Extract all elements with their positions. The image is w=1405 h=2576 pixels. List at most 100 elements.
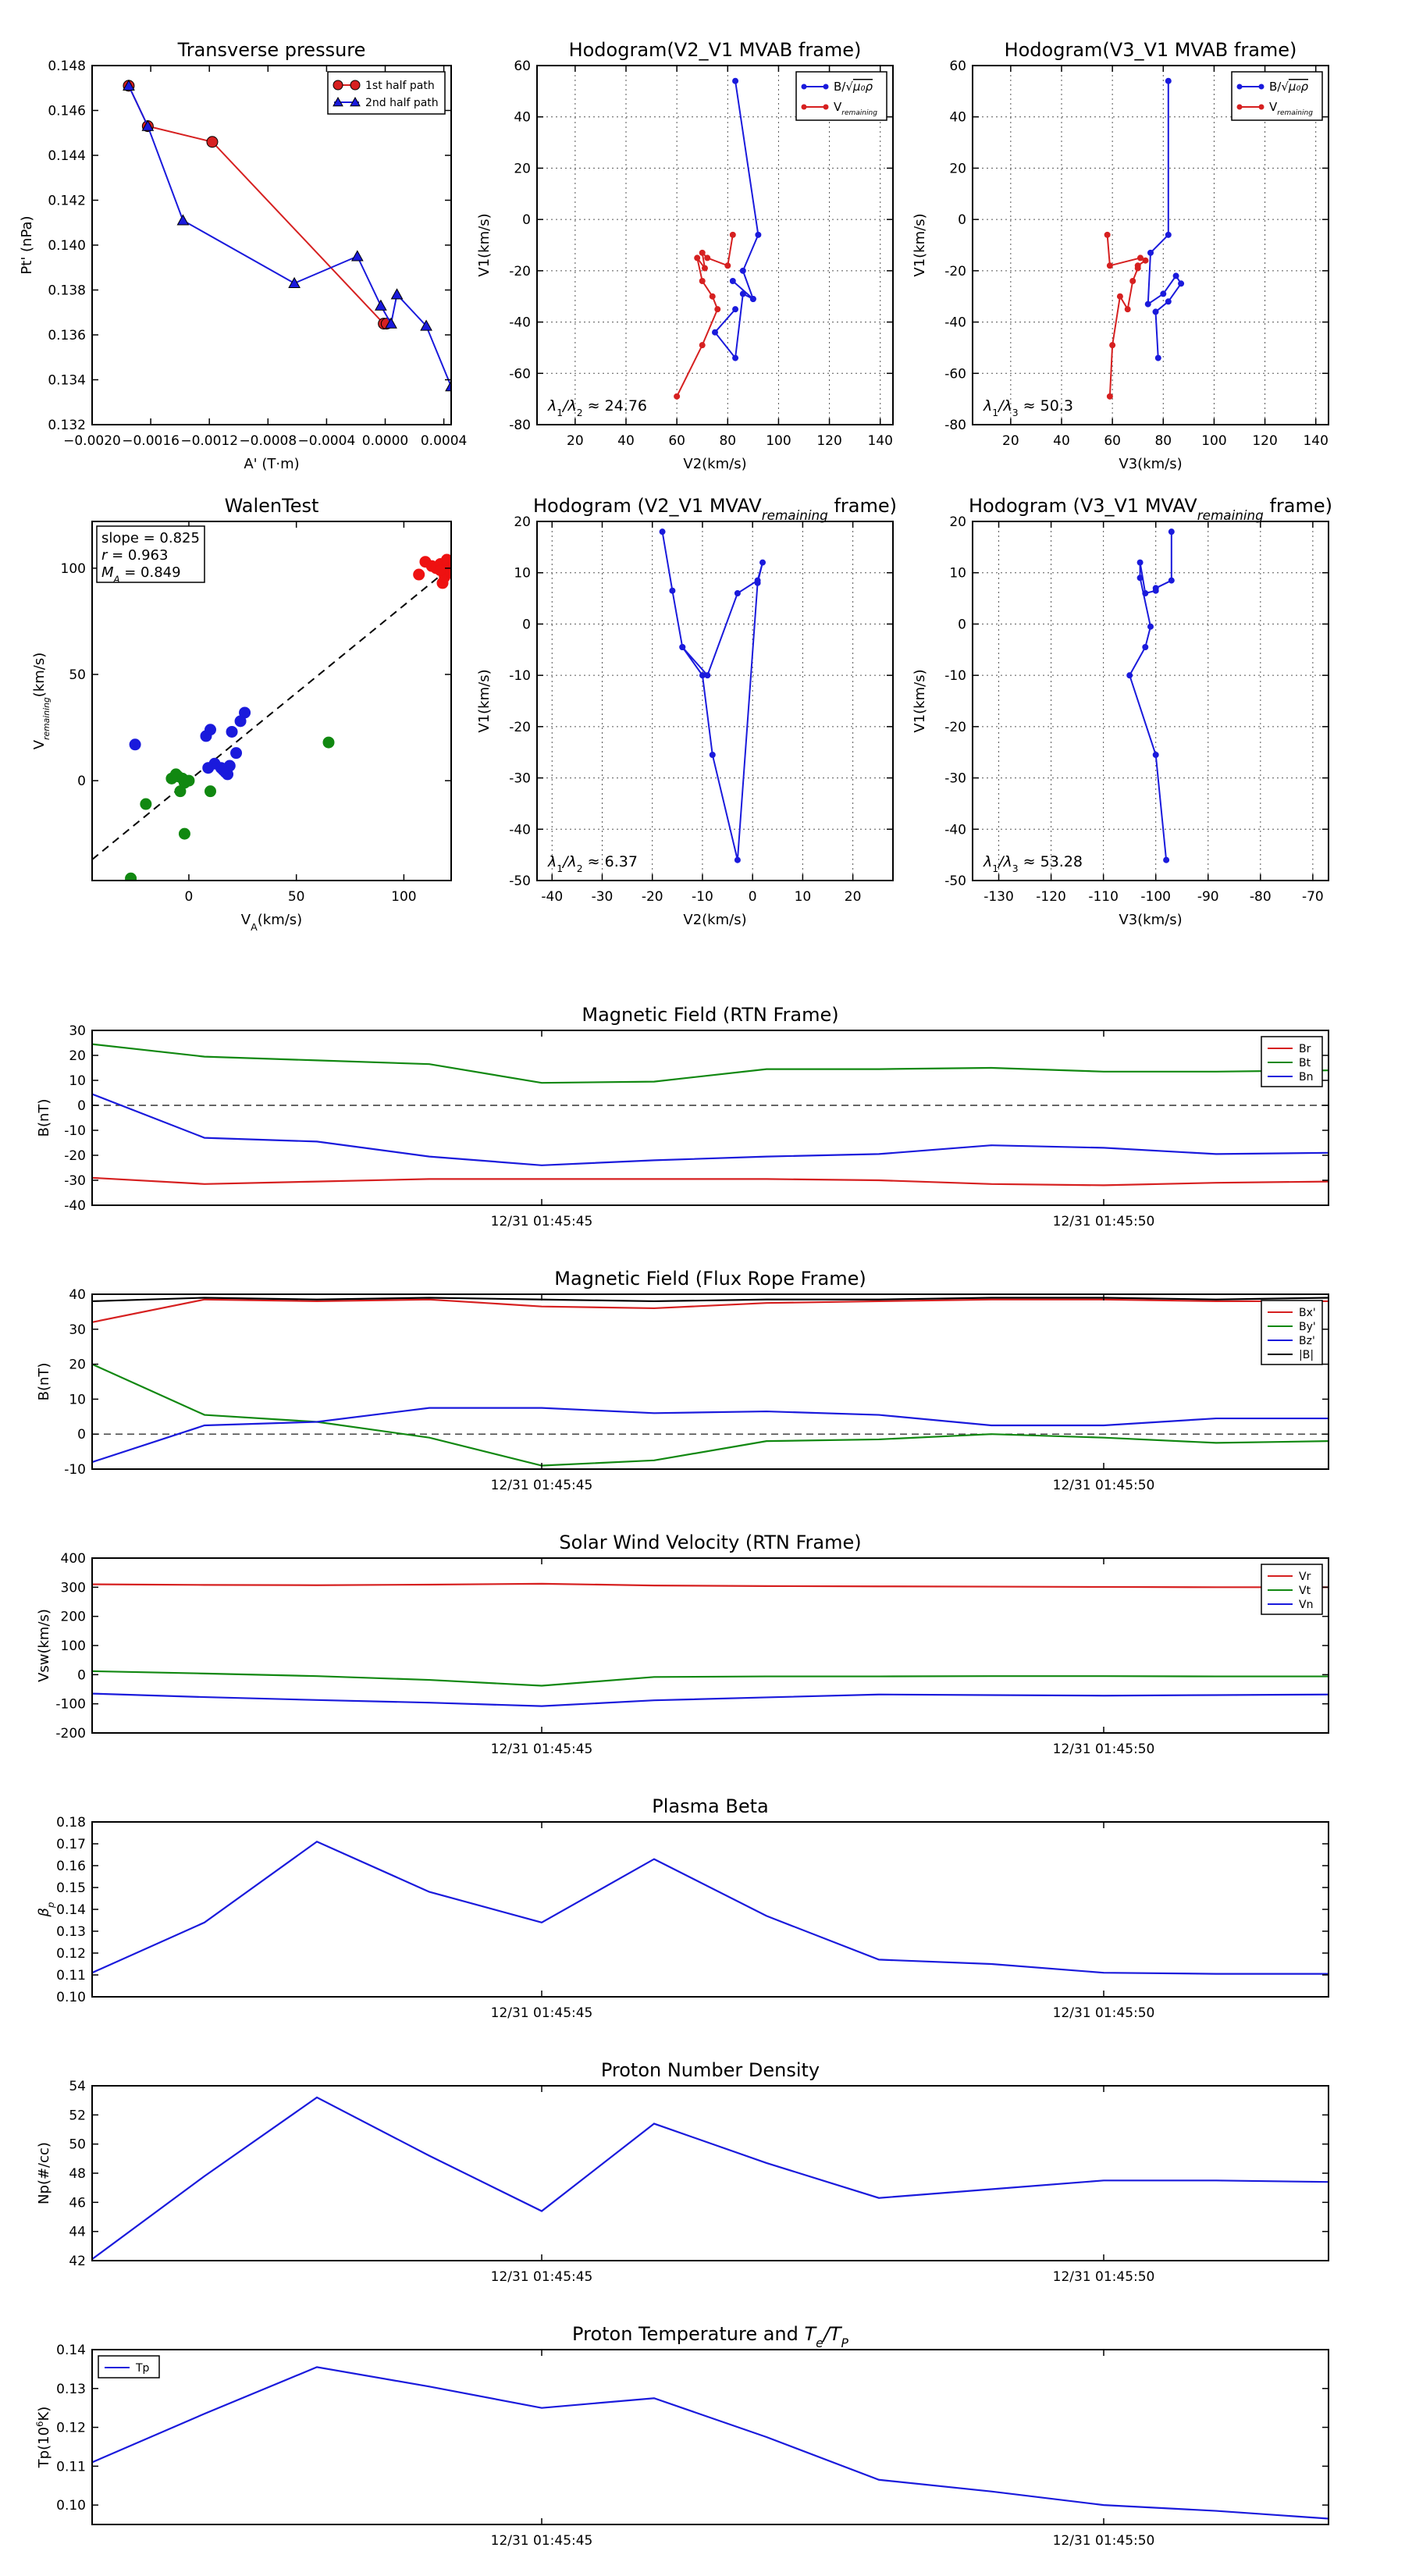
data-point <box>445 380 451 392</box>
x-tick-label: 12/31 01:45:50 <box>1053 2269 1155 2285</box>
legend: 1st half path 2nd half path <box>327 71 446 115</box>
data-point <box>699 249 706 256</box>
y-tick-label: 60 <box>514 59 531 74</box>
series-b-0- <box>712 77 762 361</box>
series-vn <box>92 1692 1329 1707</box>
x-tick-label: −0.0004 <box>298 433 356 449</box>
y-axis-label: B(nT) <box>36 1099 52 1137</box>
chart-title: Plasma Beta <box>652 1795 768 1817</box>
series-line <box>1129 532 1172 860</box>
chart-title: Proton Number Density <box>601 2059 820 2081</box>
data-point <box>1142 257 1149 264</box>
data-point <box>759 559 767 566</box>
series-path <box>659 528 767 863</box>
chart-temperature: 12/31 01:45:45 12/31 01:45:50 0.10 0.11 0.12… <box>34 2323 1329 2549</box>
x-tick-label: 140 <box>867 433 892 449</box>
y-tick-label: 0.136 <box>48 328 86 343</box>
series-line <box>92 1670 1329 1687</box>
eigenvalue-ratio: λ1/λ2 ≈ 24.76 <box>547 397 647 418</box>
data-point <box>176 214 190 226</box>
y-tick-label: 42 <box>69 2254 86 2269</box>
chart-bfield_fr: 12/31 01:45:45 12/31 01:45:50 -10 0 10 20 30 40… <box>36 1268 1329 1493</box>
data-point <box>239 706 251 719</box>
series-tp <box>92 2366 1329 2520</box>
series-by- <box>92 1363 1329 1467</box>
y-tick-label: 40 <box>949 110 966 126</box>
series-bt <box>92 1043 1329 1084</box>
data-point <box>1116 293 1123 300</box>
series-vt <box>92 1670 1329 1687</box>
x-tick-label: 20 <box>1002 433 1019 449</box>
series-2nd-half-path <box>123 79 451 392</box>
series-line <box>661 531 763 860</box>
data-point <box>669 587 676 594</box>
x-axis-label: VA(km/s) <box>241 912 302 933</box>
data-point <box>217 763 229 776</box>
y-tick-label: -10 <box>509 668 531 684</box>
series-line <box>92 1043 1329 1084</box>
y-axis-label: V1(km/s) <box>476 669 493 732</box>
y-tick-label: 10 <box>69 1392 86 1407</box>
data-point <box>1165 231 1172 238</box>
y-tick-label: 200 <box>61 1610 86 1625</box>
chart-hodo_v3_mvab: 20 40 60 80 100 120 140 -80 -60 -40 -20 0 20 40 60 Hodo… <box>912 39 1329 472</box>
chart-hodo_v3_mvav: -130 -120 -110 -100 -90 -80 -70-50-40-30-20-10… <box>912 495 1332 928</box>
chart-title: Solar Wind Velocity (RTN Frame) <box>559 1532 861 1553</box>
y-tick-label: 0 <box>958 617 966 632</box>
data-point <box>1165 77 1172 84</box>
data-point <box>445 566 451 578</box>
series-line <box>128 85 451 387</box>
y-tick-label: 0.146 <box>48 104 86 119</box>
y-tick-label: 0.138 <box>48 283 86 299</box>
series--b- <box>92 1297 1329 1303</box>
y-tick-label: 50 <box>69 667 86 683</box>
y-tick-label: 0.14 <box>56 2343 86 2358</box>
series-line <box>92 1840 1329 1975</box>
x-tick-label: 100 <box>1201 433 1226 449</box>
data-point <box>1152 752 1159 758</box>
y-tick-label: 50 <box>69 2137 86 2153</box>
y-tick-label: -80 <box>509 418 531 433</box>
y-tick-label: 0.16 <box>56 1859 86 1874</box>
data-point <box>704 254 711 262</box>
y-tick-label: 0.12 <box>56 2421 86 2436</box>
data-point <box>699 342 706 349</box>
y-tick-label: 0 <box>522 212 531 228</box>
y-tick-label: -20 <box>64 1148 86 1164</box>
x-tick-label: 12/31 01:45:50 <box>1053 1478 1155 1493</box>
y-tick-label: -20 <box>944 264 966 279</box>
data-point <box>659 528 666 535</box>
y-tick-label: 10 <box>69 1073 86 1089</box>
chart-bfield_rtn: 12/31 01:45:45 12/31 01:45:50 -40 -30 -20 -10… <box>36 1004 1329 1229</box>
data-point <box>734 590 741 596</box>
data-point <box>709 293 716 300</box>
data-point <box>141 119 155 131</box>
data-point <box>694 254 701 262</box>
data-point <box>204 785 216 798</box>
series-path <box>1126 528 1175 863</box>
series-line <box>92 1297 1329 1303</box>
data-point <box>739 290 746 297</box>
data-point <box>674 393 681 400</box>
axes-frame <box>91 65 452 425</box>
data-point <box>434 564 446 577</box>
data-point <box>1178 280 1185 287</box>
y-tick-label: 40 <box>69 1287 86 1303</box>
legend-label: Vr <box>1299 1571 1311 1583</box>
chart-hodo_v2_mvav: -40 -30 -20 -10 0 10 20-50-40-30-20-1001020Hod… <box>476 495 897 928</box>
series-green <box>125 736 335 881</box>
y-tick-label: -40 <box>509 315 531 331</box>
y-axis-label: V1(km/s) <box>912 213 928 276</box>
chart-title: Transverse pressure <box>177 39 366 61</box>
chart-title: WalenTest <box>225 495 319 517</box>
y-tick-label: -50 <box>944 873 966 889</box>
legend-box <box>795 71 887 121</box>
x-tick-label: 50 <box>288 889 305 905</box>
x-tick-label: -80 <box>1250 889 1272 905</box>
x-tick-label: 20 <box>567 433 584 449</box>
chart-title: Hodogram(V3_V1 MVAB frame) <box>1005 39 1297 61</box>
y-tick-label: 300 <box>61 1580 86 1596</box>
data-point <box>183 774 195 787</box>
legend-marker <box>1258 84 1264 90</box>
